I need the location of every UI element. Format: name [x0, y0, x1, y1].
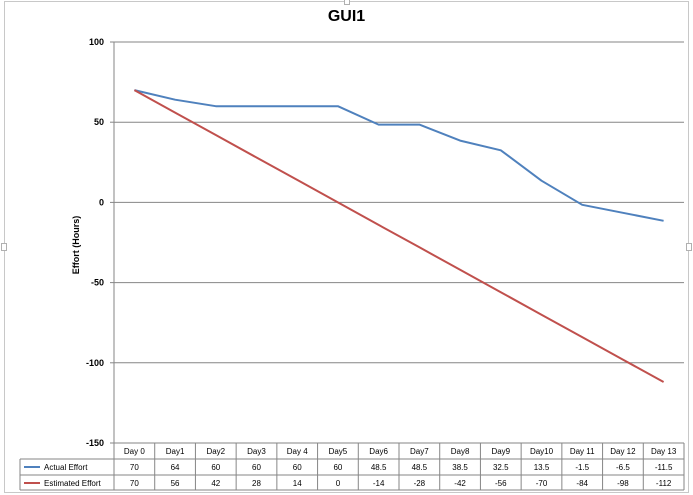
data-table-value: 28 [252, 479, 261, 488]
y-tick-label: 0 [99, 197, 104, 207]
data-table-value: 70 [130, 463, 139, 472]
series-line [134, 89, 664, 222]
x-tick-label: Day 13 [651, 447, 677, 456]
y-tick-label: 100 [89, 37, 104, 47]
x-tick-label: Day 4 [287, 447, 308, 456]
legend-label: Actual Effort [44, 463, 88, 472]
data-table-value: -56 [495, 479, 507, 488]
data-table-value: 64 [171, 463, 180, 472]
x-tick-label: Day8 [451, 447, 470, 456]
resize-handle-left[interactable] [1, 243, 7, 251]
resize-handle-right[interactable] [686, 243, 692, 251]
data-table-value: -1.5 [575, 463, 589, 472]
x-tick-label: Day9 [491, 447, 510, 456]
data-table-value: -6.5 [616, 463, 630, 472]
data-table-value: -98 [617, 479, 629, 488]
data-table-value: -14 [373, 479, 385, 488]
data-table-value: 70 [130, 479, 139, 488]
chart-area [4, 1, 689, 493]
x-tick-label: Day5 [329, 447, 348, 456]
data-table-value: 56 [171, 479, 180, 488]
data-table-value: -70 [536, 479, 548, 488]
data-table-value: 60 [211, 463, 220, 472]
x-tick-label: Day3 [247, 447, 266, 456]
y-tick-label: -150 [86, 438, 104, 448]
legend-label: Estimated Effort [44, 479, 102, 488]
data-table-value: 60 [333, 463, 342, 472]
data-table-value: -42 [454, 479, 466, 488]
data-table-value: 13.5 [534, 463, 550, 472]
data-table-value: -84 [576, 479, 588, 488]
data-table-value: 60 [252, 463, 261, 472]
y-tick-label: -50 [91, 278, 104, 288]
data-table-value: 32.5 [493, 463, 509, 472]
data-table-value: 0 [336, 479, 341, 488]
y-tick-label: -100 [86, 358, 104, 368]
resize-handle-top[interactable] [344, 0, 350, 5]
data-table-value: 48.5 [412, 463, 428, 472]
data-table-value: -112 [656, 479, 672, 488]
x-tick-label: Day 11 [570, 447, 595, 456]
data-table-value: 48.5 [371, 463, 387, 472]
data-table-value: 42 [211, 479, 220, 488]
data-table-value: 14 [293, 479, 302, 488]
y-tick-label: 50 [94, 117, 104, 127]
x-tick-label: Day2 [206, 447, 225, 456]
data-table-value: -11.5 [655, 463, 673, 472]
data-table-value: 60 [293, 463, 302, 472]
data-table-value: -28 [414, 479, 426, 488]
x-tick-label: Day 12 [610, 447, 636, 456]
x-tick-label: Day6 [369, 447, 388, 456]
chart-title: GUI1 [327, 8, 366, 25]
x-tick-label: Day1 [166, 447, 185, 456]
x-tick-label: Day 0 [124, 447, 145, 456]
x-tick-label: Day10 [530, 447, 554, 456]
series-line [133, 89, 665, 383]
x-tick-label: Day7 [410, 447, 429, 456]
data-table-value: 38.5 [452, 463, 468, 472]
